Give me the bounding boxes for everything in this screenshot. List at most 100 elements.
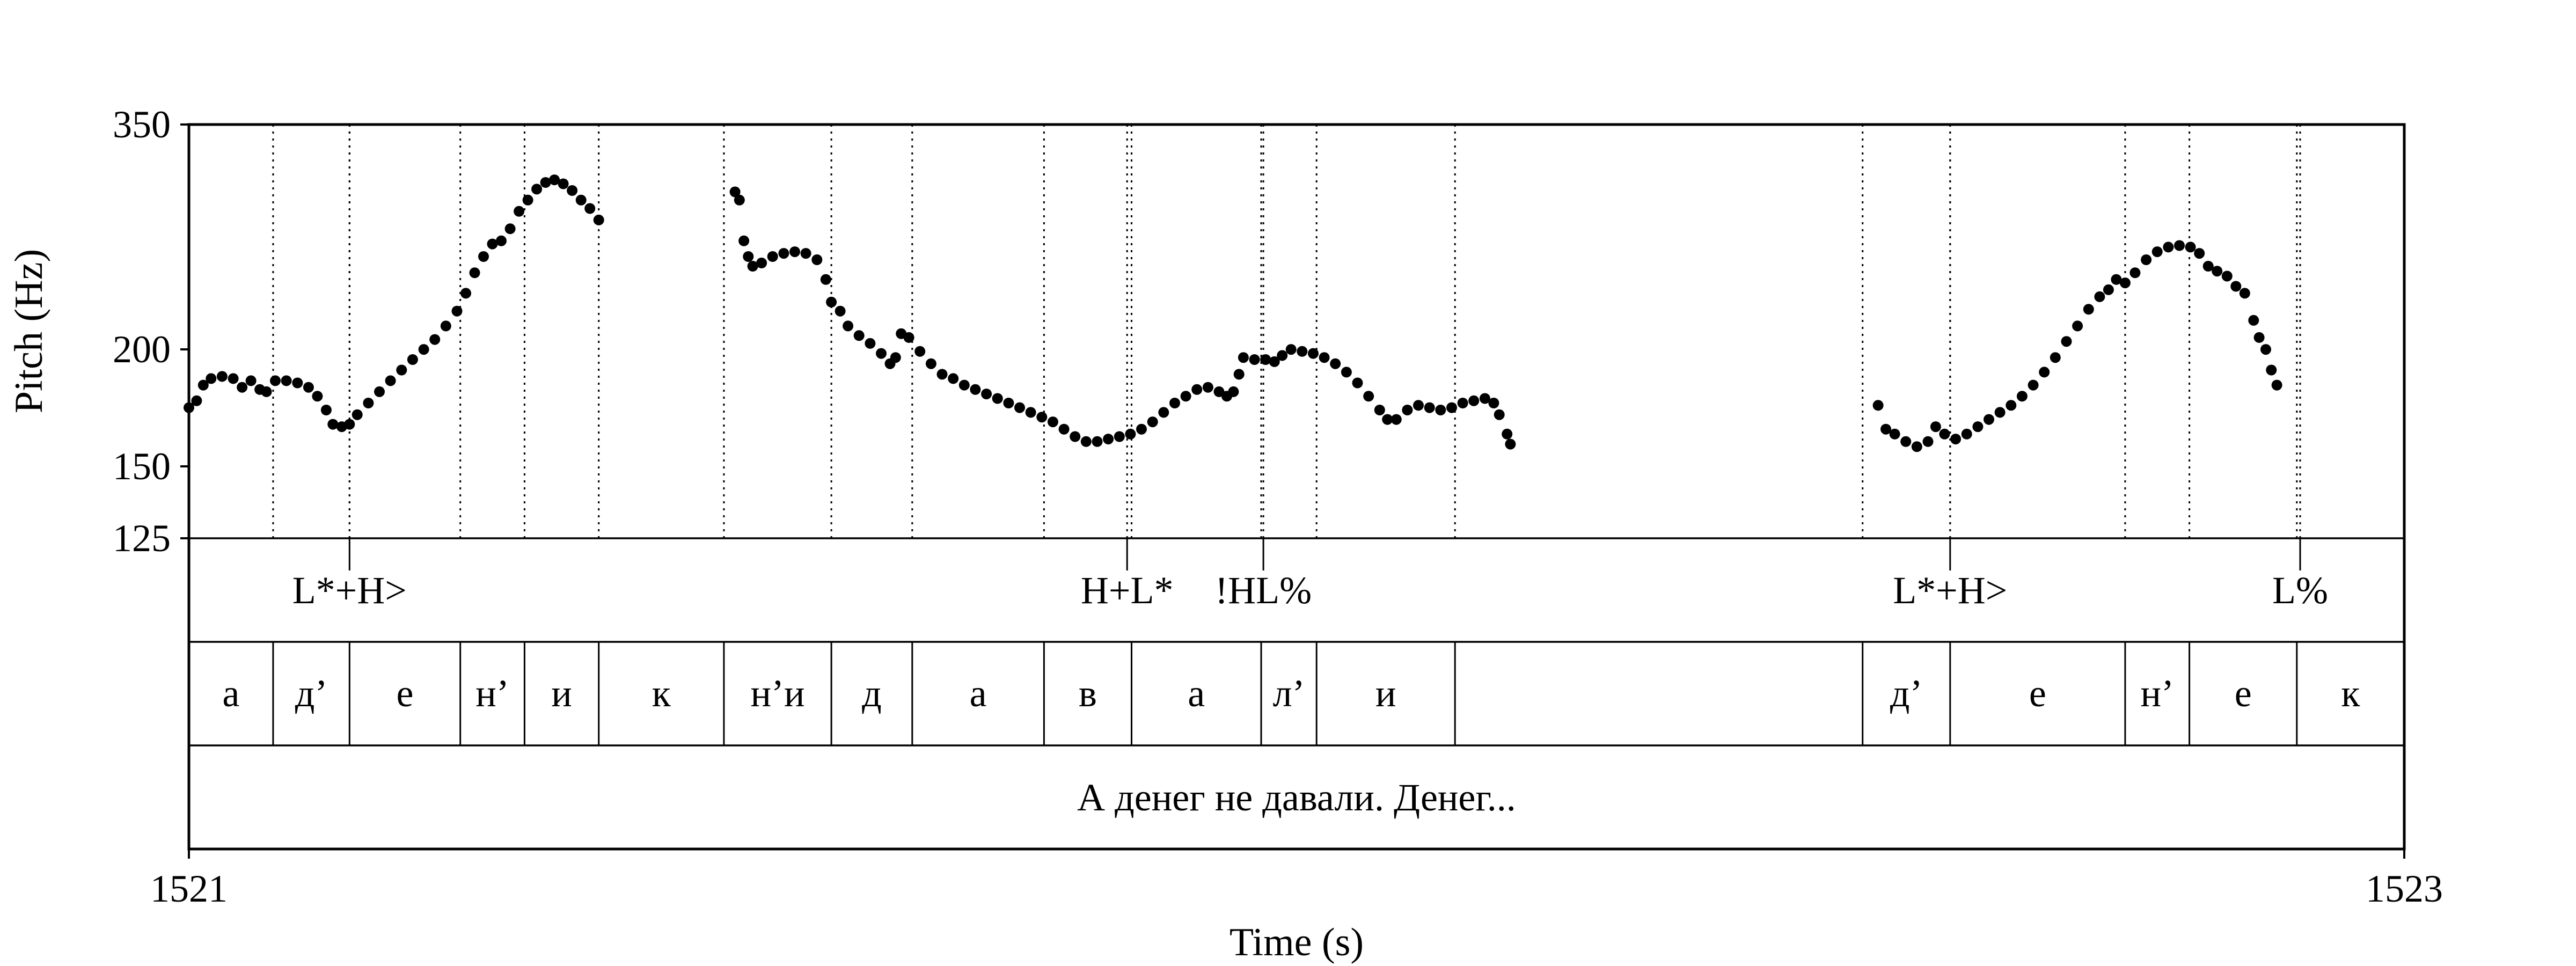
pitch-point bbox=[2006, 400, 2017, 411]
pitch-point bbox=[843, 320, 854, 332]
pitch-point bbox=[820, 274, 831, 285]
pitch-point bbox=[478, 251, 489, 262]
pitch-point bbox=[1269, 356, 1280, 367]
pitch-point bbox=[1233, 369, 1245, 380]
pitch-point bbox=[1939, 428, 1950, 440]
pitch-point bbox=[1479, 393, 1490, 404]
pitch-point bbox=[1297, 346, 1308, 357]
pitch-point bbox=[1103, 434, 1114, 445]
pitch-track bbox=[184, 174, 2282, 452]
pitch-point bbox=[1961, 428, 1972, 440]
pitch-point bbox=[1330, 358, 1341, 369]
pitch-point bbox=[1922, 436, 1934, 447]
pitch-point bbox=[743, 251, 754, 262]
pitch-point bbox=[1260, 354, 1271, 365]
pitch-point bbox=[228, 373, 239, 384]
pitch-point bbox=[584, 203, 596, 214]
pitch-point bbox=[1003, 398, 1014, 408]
pitch-point bbox=[522, 194, 533, 206]
pitch-point bbox=[876, 348, 887, 359]
y-tick-label: 150 bbox=[113, 445, 171, 488]
segment-label: и bbox=[1375, 672, 1396, 715]
y-tick-label: 200 bbox=[113, 328, 171, 371]
sentence-transcription: А денег не давали. Денег... bbox=[1077, 776, 1516, 819]
pitch-point bbox=[1158, 407, 1169, 418]
pitch-point bbox=[789, 246, 800, 258]
pitch-point bbox=[1228, 386, 1239, 397]
pitch-point bbox=[1984, 414, 1994, 425]
pitch-point bbox=[245, 375, 257, 386]
x-axis: 1521 1523 Time (s) bbox=[150, 849, 2443, 964]
pitch-point bbox=[469, 267, 480, 279]
pitch-point bbox=[593, 214, 604, 225]
segment-label: е bbox=[2235, 672, 2252, 715]
pitch-point bbox=[1180, 391, 1191, 402]
pitch-point bbox=[281, 375, 292, 386]
y-tick-label: 350 bbox=[113, 103, 171, 146]
pitch-point bbox=[261, 386, 272, 397]
pitch-point bbox=[2221, 270, 2233, 282]
pitch-point bbox=[540, 177, 551, 188]
pitch-point bbox=[1435, 405, 1446, 415]
x-tick-label: 1521 bbox=[150, 867, 228, 910]
pitch-point bbox=[936, 369, 948, 380]
pitch-point bbox=[1249, 354, 1260, 365]
pitch-point bbox=[1502, 428, 1513, 440]
segment-label: е bbox=[397, 672, 414, 715]
tone-label: L*+H> bbox=[292, 569, 407, 612]
pitch-point bbox=[1147, 416, 1158, 428]
segment-label: л’ bbox=[1273, 672, 1305, 715]
pitch-point bbox=[1191, 384, 1203, 395]
segment-label: е bbox=[2029, 672, 2046, 715]
pitch-point bbox=[1457, 398, 1468, 408]
pitch-point bbox=[778, 248, 789, 259]
segment-label: а bbox=[970, 672, 987, 715]
pitch-point bbox=[292, 377, 303, 389]
x-axis-label: Time (s) bbox=[1230, 920, 1364, 964]
pitch-point bbox=[2111, 274, 2122, 285]
pitch-point bbox=[826, 296, 837, 308]
pitch-point bbox=[948, 373, 959, 384]
pitch-point bbox=[352, 409, 363, 420]
pitch-point bbox=[1911, 441, 1922, 452]
pitch-point bbox=[418, 344, 429, 355]
pitch-point bbox=[2174, 240, 2185, 251]
pitch-point bbox=[734, 194, 745, 206]
segment-label: к bbox=[652, 672, 671, 715]
pitch-point bbox=[549, 174, 560, 186]
boundary-lines bbox=[272, 125, 2301, 745]
pitch-point bbox=[2253, 332, 2265, 343]
pitch-point bbox=[800, 248, 811, 259]
pitch-point bbox=[429, 334, 441, 345]
pitch-point bbox=[270, 375, 281, 386]
segment-label: д’ bbox=[295, 672, 328, 715]
pitch-point bbox=[970, 384, 981, 395]
pitch-point bbox=[811, 254, 823, 265]
segment-label: н’и bbox=[750, 672, 804, 715]
pitch-point bbox=[903, 332, 914, 343]
pitch-point bbox=[1277, 350, 1288, 361]
pitch-point bbox=[363, 398, 374, 408]
pitch-point bbox=[1872, 400, 1884, 411]
pitch-point bbox=[2039, 367, 2050, 378]
pitch-point bbox=[1446, 402, 1457, 413]
y-tick-label: 125 bbox=[113, 517, 171, 560]
pitch-point bbox=[1025, 407, 1036, 418]
pitch-point bbox=[1125, 428, 1136, 440]
tone-label: !HL% bbox=[1215, 569, 1312, 612]
segment-label: в bbox=[1079, 672, 1097, 715]
pitch-point bbox=[853, 330, 865, 341]
pitch-point bbox=[1494, 409, 1505, 420]
segment-tier: а д’ е н’ и к н’и д а в а л’ и д’ е н’ е к bbox=[222, 672, 2360, 715]
pitch-point bbox=[2028, 379, 2039, 391]
pitch-point bbox=[835, 305, 846, 317]
pitch-point bbox=[1036, 412, 1048, 423]
pitch-point bbox=[237, 382, 248, 393]
pitch-point bbox=[1092, 436, 1103, 447]
pitch-point bbox=[312, 391, 323, 402]
pitch-point bbox=[2185, 241, 2196, 253]
pitch-point bbox=[1424, 402, 1435, 413]
pitch-point bbox=[1505, 438, 1516, 450]
pitch-point bbox=[1889, 428, 1900, 440]
pitch-point bbox=[344, 419, 355, 430]
